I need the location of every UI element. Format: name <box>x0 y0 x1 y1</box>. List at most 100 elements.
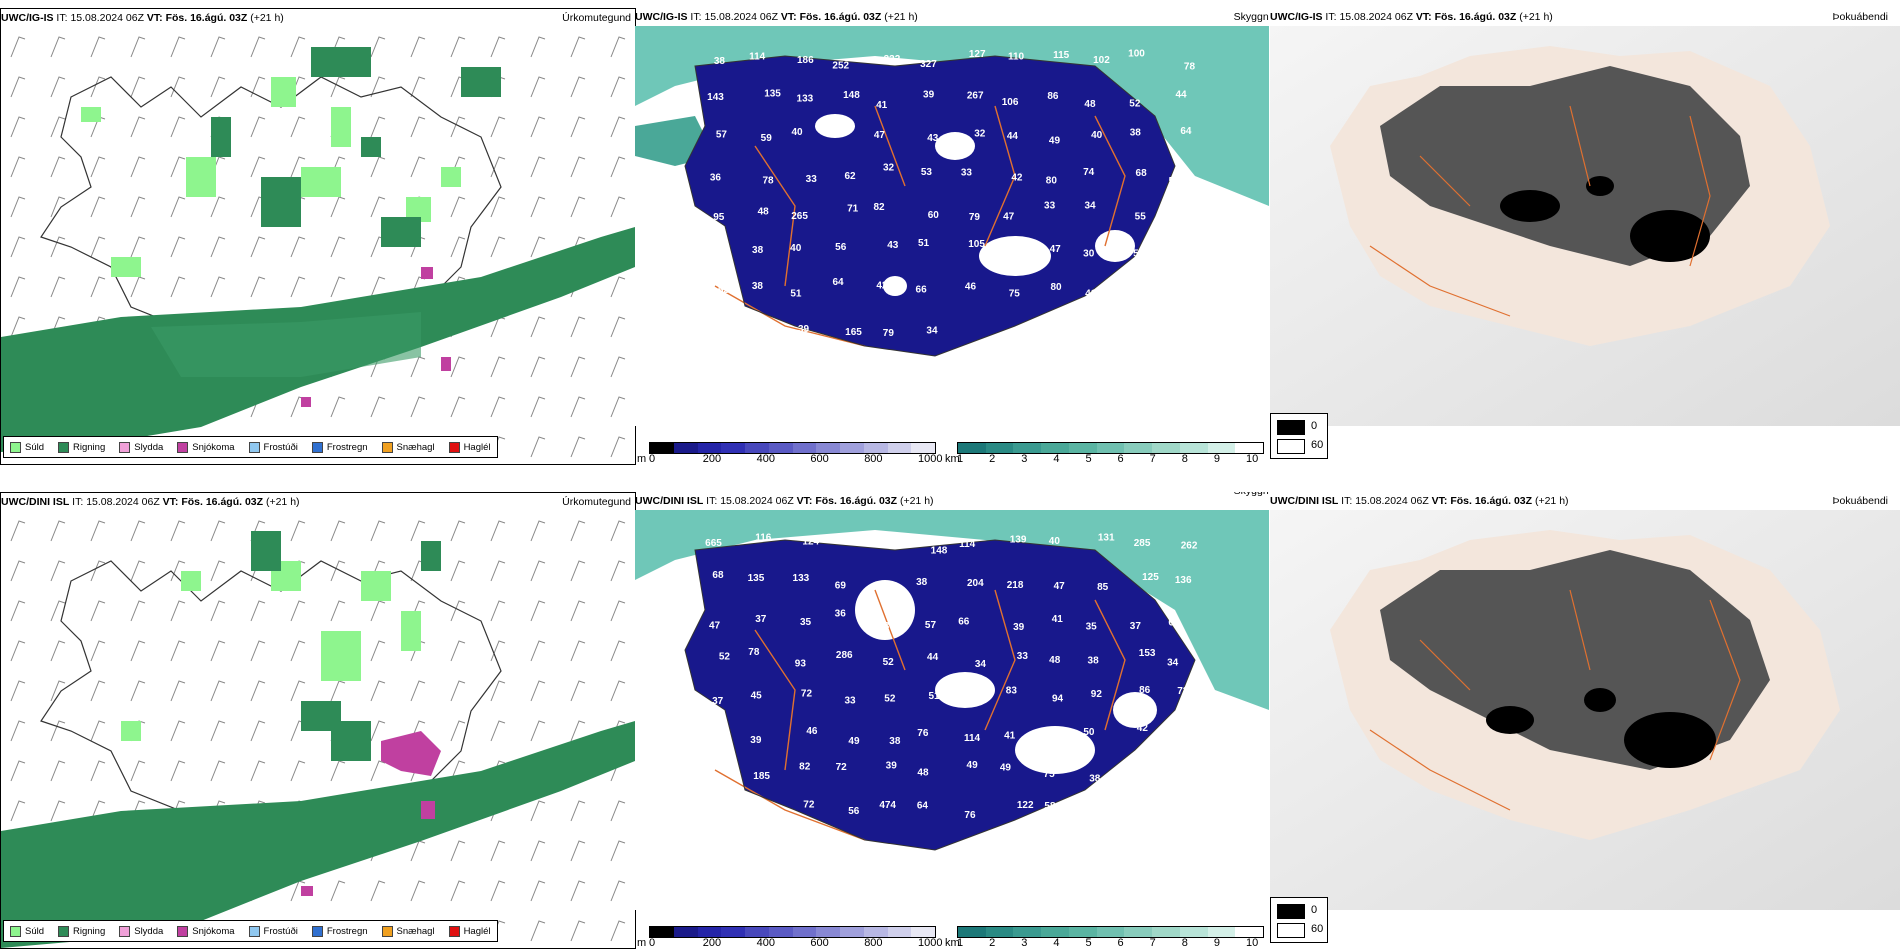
colorbar-step <box>1013 927 1042 937</box>
fog-map-canvas <box>1270 510 1900 910</box>
cloudbase-label: 68 <box>1137 283 1149 294</box>
legend-label: Frostúði <box>263 925 298 937</box>
cloudbase-label: 41 <box>1004 730 1016 741</box>
precip-map-canvas <box>1 27 635 464</box>
cloudbase-label: 38 <box>714 56 726 67</box>
cloudbase-label: 77 <box>709 760 721 771</box>
lead-time: (+21 h) <box>265 496 300 508</box>
model-name: UWC/IG-IS <box>1270 11 1323 23</box>
cloudbase-label: 83 <box>1048 734 1060 745</box>
cloudbase-label: 225 <box>848 533 865 544</box>
cloudbase-label: 34 <box>926 326 938 337</box>
visibility-field <box>635 26 1269 206</box>
cloudbase-label: 38 <box>752 245 764 256</box>
legend-item: Snjókoma <box>177 441 235 453</box>
model-name: UWC/IG-IS <box>1 12 54 24</box>
panel-title: Skyggni <box>1234 492 1269 500</box>
cloudbase-label: 153 <box>1139 648 1156 659</box>
it-value: 15.08.2024 06Z <box>720 495 794 507</box>
colorbar-strip <box>649 442 936 454</box>
legend-label: Súld <box>25 925 45 937</box>
cloudbase-label: 62 <box>1168 617 1180 628</box>
cloudbase-label: 327 <box>920 59 937 70</box>
cloudbase-label: 56 <box>848 806 860 817</box>
colorbar-strip <box>957 442 1264 454</box>
it-value: 15.08.2024 06Z <box>70 12 144 24</box>
legend-item: Slydda <box>119 441 163 453</box>
lead-time: (+21 h) <box>884 11 918 23</box>
panel-title: Úrkomutegund <box>562 12 631 24</box>
cloudbase-labels: 665 116 124 225 200 148 114 139 40 131 285 262 68 135… <box>705 533 1198 848</box>
fog-legend-black <box>1277 420 1305 435</box>
colorbar-tick: 6 <box>1117 453 1124 463</box>
cloudbase-label: 32 <box>883 162 895 173</box>
legend-swatch <box>311 925 323 937</box>
panel-title: Úrkomutegund <box>562 496 631 508</box>
fog-legend: 0 60 <box>1270 897 1328 943</box>
colorbar-step <box>1124 927 1153 937</box>
colorbar-step <box>721 443 745 453</box>
cloudbase-label: 69 <box>835 580 847 591</box>
iceland-outline <box>40 76 502 358</box>
cloudbase-label: 125 <box>1142 572 1159 583</box>
vt-label: VT: <box>162 496 179 508</box>
cloudbase-label: 135 <box>764 89 781 100</box>
cloudbase-label: 34 <box>1167 657 1179 668</box>
cloudbase-label: 148 <box>931 546 948 557</box>
visibility-colorbar: km 1 2 3 4 5 6 7 8 9 10 <box>945 924 1269 947</box>
cloudbase-label: 36 <box>835 608 847 619</box>
model-name: UWC/DINI ISL <box>635 495 704 507</box>
colorbar-step <box>1041 443 1069 453</box>
colorbar-tick: 10 <box>1246 453 1259 463</box>
colorbar-step <box>768 927 793 937</box>
cloudbase-field <box>685 56 1175 356</box>
colorbar-tick: 200 <box>702 937 722 947</box>
cloudbase-label: 262 <box>1181 540 1198 551</box>
iceland-outline <box>684 55 1176 357</box>
legend-swatch <box>10 925 21 937</box>
cloudbase-label: 82 <box>873 202 885 213</box>
cloudbase-label: 34 <box>1084 200 1096 211</box>
legend-item: Haglél <box>448 441 491 453</box>
colorbar-step <box>840 443 864 453</box>
cloudbase-label: 55 <box>1135 212 1147 223</box>
legend-item: Haglél <box>448 925 491 937</box>
colorbar-tick: 400 <box>756 453 775 463</box>
snow-patches <box>301 267 451 407</box>
it-label: IT: <box>56 12 68 24</box>
drizzle-patches <box>81 77 461 277</box>
colorbar-tick: 600 <box>810 453 829 463</box>
cloudbase-label: 139 <box>1010 535 1027 546</box>
lead-time: (+21 h) <box>250 12 284 24</box>
road-network <box>714 105 1126 347</box>
legend-label: Slydda <box>134 925 164 937</box>
visibility-field <box>635 510 1269 710</box>
cloudbase-label: 37 <box>1130 621 1142 632</box>
vt-label: VT: <box>780 11 797 23</box>
road-network <box>714 589 1126 841</box>
cloudbase-label: 66 <box>958 616 970 627</box>
cloudbase-label: 265 <box>791 211 808 222</box>
cloudbase-label: 48 <box>758 207 770 218</box>
legend-item: Snjókoma <box>177 925 235 937</box>
cloudbase-label: 37 <box>712 696 724 707</box>
cloudbase-label: 51 <box>929 691 941 702</box>
vt-value: Fös. 16.ágú. 03Z <box>181 496 264 508</box>
fog-legend-min: 0 <box>1311 904 1318 916</box>
cloudbase-label: 40 <box>1049 536 1061 547</box>
it-label: IT: <box>706 495 718 507</box>
cloudbase-label: 51 <box>918 238 930 249</box>
cloudbase-label: 37 <box>713 328 725 339</box>
cloudbase-label: 40 <box>1091 130 1103 141</box>
colorbar-step <box>768 443 793 453</box>
rain-band <box>1 721 635 948</box>
cloudbase-label: 47 <box>709 620 721 631</box>
cloudbase-label: 122 <box>1017 800 1034 811</box>
cloudbase-visibility-map-row2: UWC/DINI ISL IT: 15.08.2024 06Z VT: Fös.… <box>635 492 1269 947</box>
clear-patches <box>855 580 1157 774</box>
cloudbase-label: 64 <box>832 277 844 288</box>
cloudbase-label: 49 <box>848 736 860 747</box>
legend-label: Snjókoma <box>192 441 235 453</box>
cloudbase-label: 33 <box>1017 651 1029 662</box>
cloudbase-label: 39 <box>1013 622 1025 633</box>
